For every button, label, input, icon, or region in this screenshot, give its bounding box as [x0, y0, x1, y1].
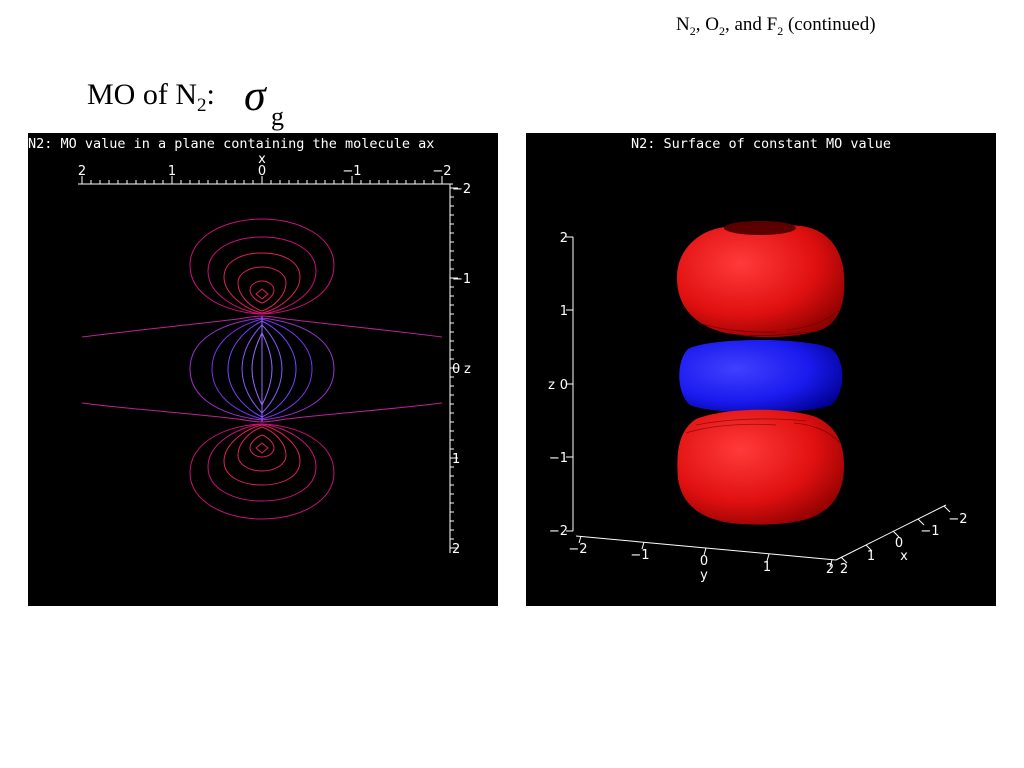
z-axis	[449, 184, 458, 553]
x-tick-label: 2	[78, 164, 86, 179]
contour-plot-title: N2: MO value in a plane containing the m…	[28, 136, 434, 152]
contour-plot: N2: MO value in a plane containing the m…	[28, 136, 471, 557]
z-tick-label: −1	[452, 272, 471, 287]
z-tick-label: 1	[560, 304, 568, 319]
z-tick-label: −1	[549, 451, 568, 466]
isosurface-plot: N2: Surface of constant MO value 2 1 0 −…	[548, 136, 967, 583]
contour-plot-panel: N2: MO value in a plane containing the m…	[28, 133, 498, 606]
header-n-subscript: 2	[689, 23, 696, 38]
title-subscript: 2	[197, 95, 207, 116]
y-axis-label: y	[700, 568, 708, 583]
z-tick-label: 2	[452, 542, 460, 557]
z-tick-label: 0	[452, 362, 460, 377]
title-suffix: :	[206, 78, 215, 111]
top-positive-lobe	[676, 221, 845, 338]
x-axis-label: x	[258, 152, 266, 167]
x-tick-label: 0	[258, 164, 266, 179]
z-axis-label: z	[464, 362, 471, 377]
x-tick-label: 2	[840, 562, 848, 577]
y-axis-3d	[575, 535, 837, 568]
x-tick-label: −1	[342, 164, 361, 179]
z-tick-label: 1	[452, 452, 460, 467]
header-f: F	[766, 14, 778, 35]
sigma-symbol: σ	[244, 71, 266, 120]
slide-title: MO of N2:	[87, 78, 215, 117]
x-tick-label: −1	[920, 524, 939, 539]
x-tick-label: 1	[867, 549, 875, 564]
isosurface-panel: N2: Surface of constant MO value 2 1 0 −…	[526, 133, 996, 606]
z-tick-label: 0	[560, 378, 568, 393]
x-tick-label: −2	[948, 512, 967, 527]
header-o-subscript: 2	[718, 23, 725, 38]
x-axis	[78, 176, 453, 185]
header-sep-1: ,	[695, 14, 706, 35]
header-o: O	[705, 14, 719, 35]
header-n: N	[676, 14, 690, 35]
middle-negative-lobe	[679, 340, 843, 413]
isosurface-title: N2: Surface of constant MO value	[631, 136, 891, 152]
bottom-positive-lobe	[677, 409, 844, 525]
contour-lines	[81, 218, 443, 520]
header-f-subscript: 2	[777, 23, 784, 38]
x-tick-label: 1	[168, 164, 176, 179]
z-axis-3d	[566, 236, 574, 532]
sigma-subscript: g	[271, 102, 284, 131]
header-sep-2: , and	[724, 14, 767, 35]
x-tick-label: 0	[895, 536, 903, 551]
z-axis-label: z	[548, 378, 555, 393]
z-tick-label: −2	[452, 182, 471, 197]
y-tick-label: −1	[630, 548, 649, 563]
x-tick-label: −2	[432, 164, 451, 179]
x-axis-3d	[835, 504, 951, 564]
y-tick-label: 0	[700, 554, 708, 569]
z-tick-label: −2	[549, 524, 568, 539]
slide-header: N2, O2, and F2 (continued)	[676, 14, 876, 39]
lobe-mesh-shading	[685, 310, 841, 444]
x-axis-label: x	[900, 549, 908, 564]
y-tick-label: 2	[826, 562, 834, 577]
title-prefix: MO of N	[87, 78, 197, 111]
z-tick-label: 2	[560, 231, 568, 246]
y-tick-label: −2	[568, 542, 587, 557]
header-rest: (continued)	[783, 14, 876, 35]
y-tick-label: 1	[763, 560, 771, 575]
